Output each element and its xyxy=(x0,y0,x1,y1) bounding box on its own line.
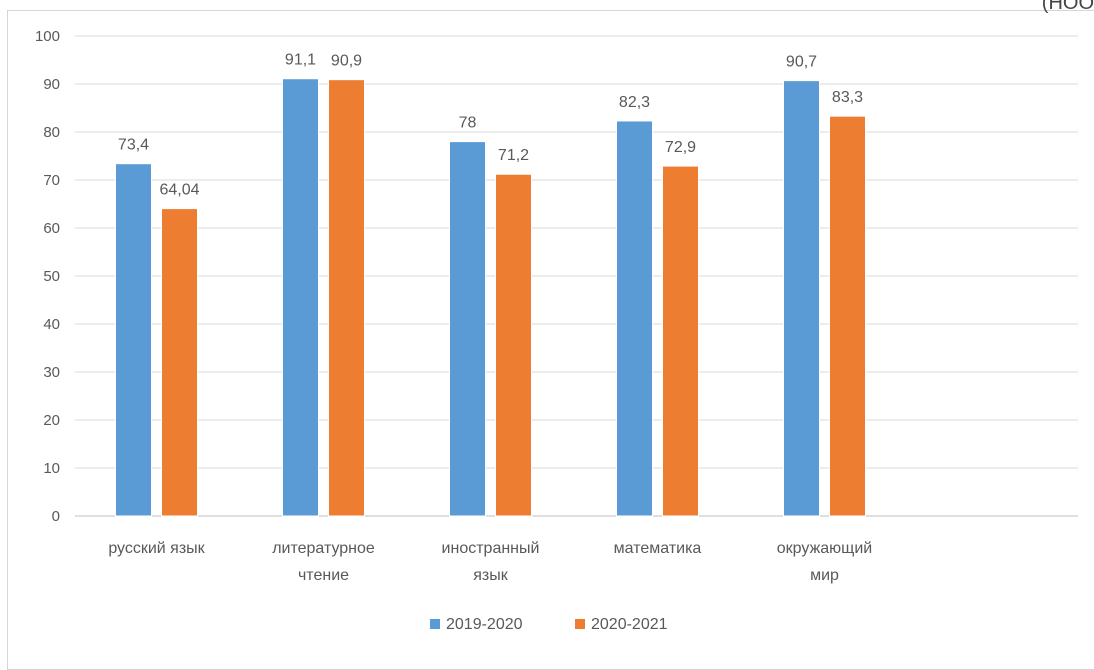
category-label: чтение xyxy=(298,567,349,584)
category-label: окружающий xyxy=(777,540,872,557)
category-label: мир xyxy=(810,567,839,584)
bar-2019-2020-3 xyxy=(616,120,653,517)
data-label: 83,3 xyxy=(832,89,863,106)
bar-2020-2021-2 xyxy=(495,173,532,517)
legend-label: 2019-2020 xyxy=(446,616,523,633)
y-tick-label: 90 xyxy=(43,76,60,93)
y-tick-label: 0 xyxy=(52,508,60,525)
legend: 2019-2020 2020-2021 xyxy=(430,616,668,633)
bars xyxy=(115,78,866,517)
x-axis-categories: русский язык литературное чтение иностранны… xyxy=(108,540,872,584)
bar-2019-2020-0 xyxy=(115,163,152,517)
bar-2020-2021-4 xyxy=(829,115,866,517)
category-label: язык xyxy=(473,567,509,584)
data-label: 90,7 xyxy=(786,54,817,71)
data-label: 78 xyxy=(459,115,477,132)
data-labels: 73,4 91,1 78 82,3 90,7 64,04 90,9 71,2 72,9 83,3 xyxy=(118,52,863,199)
legend-swatch-2020-2021 xyxy=(575,619,585,629)
y-tick-label: 80 xyxy=(43,124,60,141)
data-label: 71,2 xyxy=(498,147,529,164)
corner-text: (НОО xyxy=(1041,0,1094,14)
bar-2019-2020-4 xyxy=(783,80,820,517)
y-tick-label: 60 xyxy=(43,220,60,237)
data-label: 90,9 xyxy=(331,53,362,70)
bar-2019-2020-2 xyxy=(449,141,486,517)
data-label: 64,04 xyxy=(159,182,199,199)
bar-2020-2021-1 xyxy=(328,79,365,517)
bar-2020-2021-0 xyxy=(161,208,198,517)
category-label: русский язык xyxy=(108,540,205,557)
bar-2019-2020-1 xyxy=(282,78,319,517)
data-label: 72,9 xyxy=(665,139,696,156)
bar-2020-2021-3 xyxy=(662,165,699,517)
y-tick-label: 30 xyxy=(43,364,60,381)
y-axis-ticks: 0 10 20 30 40 50 60 70 80 90 100 xyxy=(35,28,60,525)
y-tick-label: 20 xyxy=(43,412,60,429)
y-tick-label: 40 xyxy=(43,316,60,333)
data-label: 82,3 xyxy=(619,94,650,111)
y-tick-label: 100 xyxy=(35,28,60,45)
y-tick-label: 70 xyxy=(43,172,60,189)
category-label: математика xyxy=(614,540,702,557)
data-label: 73,4 xyxy=(118,137,149,154)
y-tick-label: 10 xyxy=(43,460,60,477)
category-label: литературное xyxy=(272,540,375,557)
category-label: иностранный xyxy=(442,540,540,557)
data-label: 91,1 xyxy=(285,52,316,69)
legend-swatch-2019-2020 xyxy=(430,619,440,629)
legend-label: 2020-2021 xyxy=(591,616,668,633)
y-tick-label: 50 xyxy=(43,268,60,285)
gridlines xyxy=(75,35,1078,517)
